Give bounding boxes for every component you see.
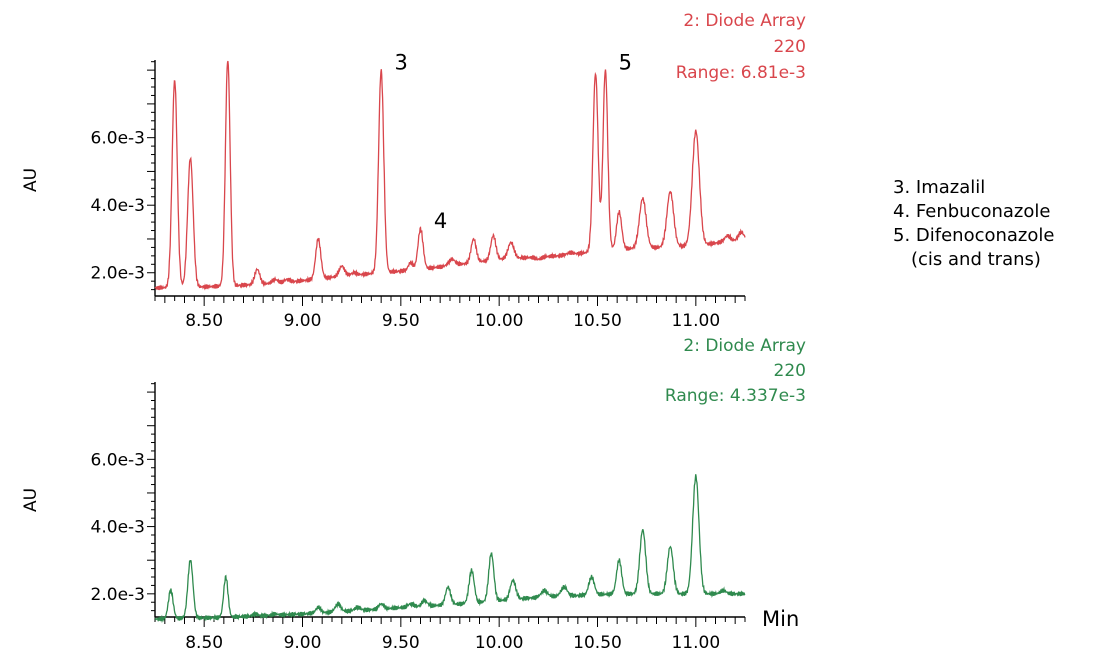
top-x-tick-label: 10.00 bbox=[475, 311, 524, 331]
top-tick-labels: 2.0e-3 4.0e-3 6.0e-3 8.50 9.00 9.50 10.00 10.50… bbox=[91, 129, 721, 331]
legend-item-imazalil: 3. Imazalil bbox=[893, 177, 986, 198]
bottom-tick-labels: 2.0e-3 4.0e-3 6.0e-3 8.50 9.00 9.50 10.00 10.50… bbox=[91, 450, 721, 653]
x-axis-unit-label: Min bbox=[762, 607, 799, 631]
top-x-tick-label: 10.50 bbox=[573, 311, 622, 331]
bot-x-tick-label: 8.50 bbox=[185, 633, 223, 653]
top-y-tick-label: 6.0e-3 bbox=[91, 129, 145, 149]
top-chromatogram-trace bbox=[154, 60, 746, 291]
bot-x-tick-label: 9.50 bbox=[382, 633, 420, 653]
top-header-line-2: 220 bbox=[774, 37, 806, 57]
top-chromatogram-panel: 2: Diode Array 220 Range: 6.81e-3 AU 2.0… bbox=[21, 11, 806, 331]
legend-item-fenbuconazole: 4. Fenbuconazole bbox=[893, 201, 1051, 222]
bottom-header: 2: Diode Array 220 Range: 4.337e-3 bbox=[665, 336, 806, 406]
bot-x-tick-label: 11.00 bbox=[671, 633, 720, 653]
top-header-line-1: 2: Diode Array bbox=[683, 11, 806, 31]
top-axes bbox=[147, 60, 746, 306]
bot-y-tick-label: 2.0e-3 bbox=[91, 585, 145, 605]
top-x-tick-label: 8.50 bbox=[185, 311, 223, 331]
top-x-tick-label: 11.00 bbox=[671, 311, 720, 331]
bot-y-tick-label: 6.0e-3 bbox=[91, 450, 145, 470]
bottom-y-axis-label: AU bbox=[21, 488, 41, 512]
peak-label-3: 3 bbox=[394, 50, 407, 74]
bottom-header-line-1: 2: Diode Array bbox=[683, 336, 806, 356]
bot-x-tick-label: 10.50 bbox=[573, 633, 622, 653]
bottom-chromatogram-trace bbox=[154, 474, 746, 624]
top-x-tick-label: 9.50 bbox=[382, 311, 420, 331]
peak-label-4: 4 bbox=[434, 209, 447, 233]
bottom-header-line-3: Range: 4.337e-3 bbox=[665, 386, 806, 406]
top-y-axis-label: AU bbox=[21, 168, 41, 192]
top-header-line-3: Range: 6.81e-3 bbox=[676, 63, 806, 83]
legend-item-note: (cis and trans) bbox=[911, 249, 1041, 270]
top-y-tick-label: 2.0e-3 bbox=[91, 264, 145, 284]
bottom-chromatogram-panel: 2: Diode Array 220 Range: 4.337e-3 AU 2.… bbox=[21, 336, 806, 653]
bottom-header-line-2: 220 bbox=[774, 361, 806, 381]
compound-legend: 3. Imazalil 4. Fenbuconazole 5. Difenoco… bbox=[893, 176, 1054, 272]
bot-x-tick-label: 10.00 bbox=[475, 633, 524, 653]
peak-label-5: 5 bbox=[619, 50, 632, 74]
top-peak-annotations: 3 4 5 bbox=[394, 50, 632, 233]
bot-x-tick-label: 9.00 bbox=[284, 633, 322, 653]
top-y-tick-label: 4.0e-3 bbox=[91, 196, 145, 216]
legend-item-difenoconazole: 5. Difenoconazole bbox=[893, 225, 1055, 246]
bottom-axes bbox=[147, 382, 746, 627]
top-header: 2: Diode Array 220 Range: 6.81e-3 bbox=[676, 11, 806, 83]
top-x-tick-label: 9.00 bbox=[284, 311, 322, 331]
bot-y-tick-label: 4.0e-3 bbox=[91, 518, 145, 538]
